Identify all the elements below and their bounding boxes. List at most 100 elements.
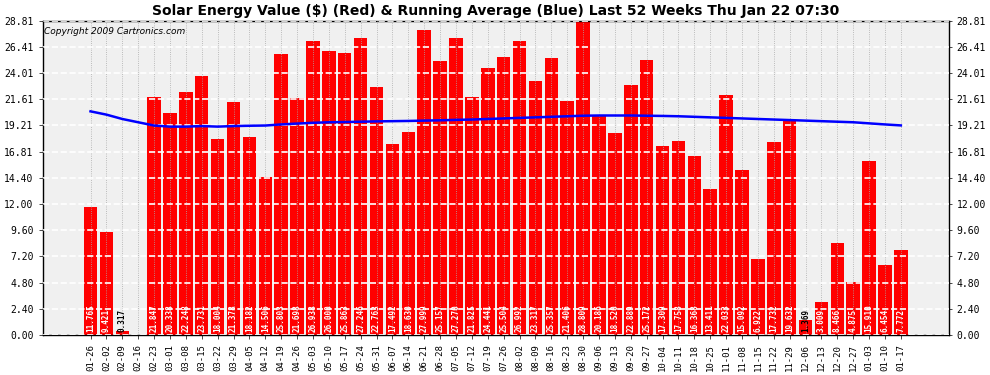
Bar [243, 136, 256, 335]
Text: 22.033: 22.033 [722, 304, 731, 332]
Bar [274, 54, 288, 335]
Bar [671, 141, 685, 335]
Text: 27.270: 27.270 [451, 304, 460, 332]
Text: 27.246: 27.246 [356, 304, 365, 332]
Text: 22.889: 22.889 [627, 304, 636, 332]
Bar [353, 38, 367, 335]
Text: 20.338: 20.338 [165, 304, 174, 332]
Bar [688, 156, 701, 335]
Bar [449, 38, 462, 335]
Bar [227, 102, 241, 335]
Bar [370, 87, 383, 335]
Text: 15.910: 15.910 [864, 304, 873, 332]
Text: 0.317: 0.317 [118, 309, 127, 332]
Text: 15.092: 15.092 [738, 304, 746, 332]
Bar [497, 57, 511, 335]
Bar [799, 320, 812, 335]
Text: 25.172: 25.172 [643, 304, 651, 332]
Text: 18.520: 18.520 [611, 304, 620, 332]
Bar [163, 113, 177, 335]
Bar [434, 61, 446, 335]
Text: 16.368: 16.368 [690, 304, 699, 332]
Bar [116, 332, 129, 335]
Bar [704, 189, 717, 335]
Text: 22.763: 22.763 [372, 304, 381, 332]
Bar [894, 250, 908, 335]
Bar [878, 264, 892, 335]
Bar [100, 232, 113, 335]
Text: 22.248: 22.248 [181, 304, 190, 332]
Bar [862, 161, 876, 335]
Text: 26.000: 26.000 [325, 304, 334, 332]
Text: 23.731: 23.731 [197, 304, 206, 332]
Bar [179, 92, 193, 335]
Bar [84, 207, 97, 335]
Bar [544, 58, 558, 335]
Text: 23.317: 23.317 [531, 304, 540, 332]
Bar [576, 21, 590, 335]
Bar [211, 139, 225, 335]
Text: 6.922: 6.922 [753, 309, 762, 332]
Bar [655, 146, 669, 335]
Text: 4.875: 4.875 [848, 309, 857, 332]
Text: 26.992: 26.992 [515, 304, 524, 332]
Bar [306, 41, 320, 335]
Text: 3.009: 3.009 [817, 309, 826, 332]
Text: 18.182: 18.182 [245, 304, 253, 332]
Text: 25.504: 25.504 [499, 304, 508, 332]
Bar [592, 115, 606, 335]
Text: 20.186: 20.186 [594, 304, 604, 332]
Bar [767, 141, 780, 335]
Title: Solar Energy Value ($) (Red) & Running Average (Blue) Last 52 Weeks Thu Jan 22 0: Solar Energy Value ($) (Red) & Running A… [152, 4, 840, 18]
Bar [751, 260, 764, 335]
Bar [846, 282, 860, 335]
Text: 17.492: 17.492 [388, 304, 397, 332]
Text: 17.758: 17.758 [674, 304, 683, 332]
Text: 14.506: 14.506 [260, 304, 270, 332]
Bar [783, 121, 796, 335]
Text: 25.803: 25.803 [276, 304, 286, 332]
Bar [815, 302, 829, 335]
Text: 25.357: 25.357 [546, 304, 555, 332]
Text: 25.157: 25.157 [436, 304, 445, 332]
Text: 21.406: 21.406 [562, 304, 571, 332]
Text: 21.378: 21.378 [229, 304, 238, 332]
Text: 24.441: 24.441 [483, 304, 492, 332]
Bar [624, 85, 638, 335]
Bar [481, 68, 494, 335]
Bar [322, 51, 336, 335]
Bar [513, 40, 527, 335]
Text: 17.732: 17.732 [769, 304, 778, 332]
Bar [290, 98, 304, 335]
Text: 26.938: 26.938 [309, 304, 318, 332]
Text: 19.632: 19.632 [785, 304, 794, 332]
Text: 13.411: 13.411 [706, 304, 715, 332]
Text: 17.309: 17.309 [658, 304, 667, 332]
Bar [418, 30, 431, 335]
Bar [465, 97, 478, 335]
Text: 25.863: 25.863 [341, 304, 349, 332]
Text: 28.809: 28.809 [578, 304, 588, 332]
Text: 18.630: 18.630 [404, 304, 413, 332]
Text: 18.004: 18.004 [213, 304, 222, 332]
Text: 6.454: 6.454 [880, 309, 889, 332]
Bar [195, 76, 209, 335]
Text: 7.772: 7.772 [896, 309, 906, 332]
Bar [529, 81, 543, 335]
Bar [560, 102, 574, 335]
Bar [608, 133, 622, 335]
Text: 21.847: 21.847 [149, 304, 158, 332]
Bar [640, 60, 653, 335]
Text: Copyright 2009 Cartronics.com: Copyright 2009 Cartronics.com [45, 27, 186, 36]
Text: 11.765: 11.765 [86, 304, 95, 332]
Text: 21.698: 21.698 [293, 304, 302, 332]
Bar [831, 243, 844, 335]
Bar [720, 94, 733, 335]
Text: 9.421: 9.421 [102, 309, 111, 332]
Bar [736, 170, 748, 335]
Bar [402, 132, 415, 335]
Text: 21.825: 21.825 [467, 304, 476, 332]
Bar [338, 53, 351, 335]
Bar [258, 177, 272, 335]
Bar [386, 144, 399, 335]
